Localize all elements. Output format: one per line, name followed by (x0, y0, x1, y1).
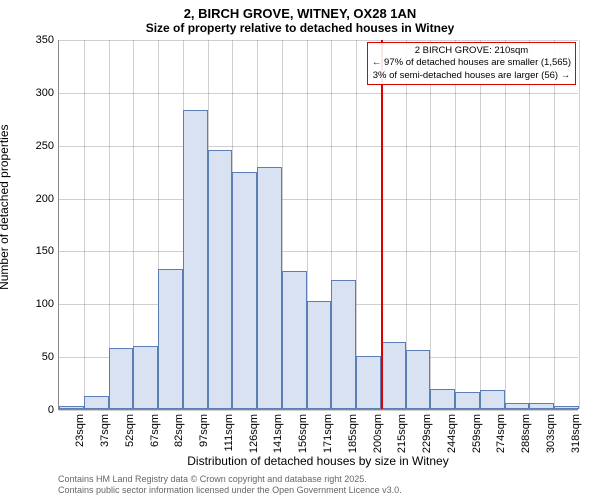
x-tick-label: 37sqm (99, 414, 111, 447)
histogram-bar (282, 271, 307, 409)
title-block: 2, BIRCH GROVE, WITNEY, OX28 1AN Size of… (0, 0, 600, 35)
grid-line-v (84, 40, 85, 409)
histogram-bar (158, 269, 183, 409)
x-tick-label: 244sqm (446, 414, 458, 453)
grid-line-h (59, 146, 578, 147)
y-tick-label: 50 (14, 351, 54, 363)
histogram-bar (554, 406, 579, 409)
histogram-bar (480, 390, 505, 409)
chart-title: 2, BIRCH GROVE, WITNEY, OX28 1AN (0, 6, 600, 21)
y-tick-label: 200 (14, 193, 54, 205)
footer: Contains HM Land Registry data © Crown c… (58, 474, 402, 496)
x-tick-label: 67sqm (149, 414, 161, 447)
x-tick-label: 274sqm (495, 414, 507, 453)
plot-area: 2 BIRCH GROVE: 210sqm ← 97% of detached … (58, 40, 578, 410)
grid-line-v (505, 40, 506, 409)
x-tick-label: 185sqm (347, 414, 359, 453)
chart-subtitle: Size of property relative to detached ho… (0, 21, 600, 35)
x-tick-label: 259sqm (471, 414, 483, 453)
grid-line-v (554, 40, 555, 409)
x-tick-label: 23sqm (74, 414, 86, 447)
grid-line-v (430, 40, 431, 409)
x-axis-label: Distribution of detached houses by size … (58, 454, 578, 468)
y-tick-label: 250 (14, 140, 54, 152)
histogram-bar (133, 346, 158, 409)
grid-line-h (59, 93, 578, 94)
x-tick-label: 200sqm (372, 414, 384, 453)
grid-line-v (579, 40, 580, 409)
histogram-bar (406, 350, 431, 409)
histogram-bar (505, 403, 530, 409)
histogram-bar (331, 280, 356, 409)
x-tick-label: 229sqm (421, 414, 433, 453)
histogram-bar (529, 403, 554, 409)
x-tick-label: 303sqm (545, 414, 557, 453)
histogram-bar (455, 392, 480, 409)
grid-line-v (455, 40, 456, 409)
annotation-line1: 2 BIRCH GROVE: 210sqm (372, 45, 571, 57)
grid-line-v (529, 40, 530, 409)
x-ticks: 23sqm 37sqm 52sqm 67sqm 82sqm 97sqm 111sqm 126s… (58, 410, 578, 460)
histogram-bar (84, 396, 109, 409)
annotation-line3: 3% of semi-detached houses are larger (5… (372, 70, 571, 82)
x-tick-label: 52sqm (124, 414, 136, 447)
grid-line-h (59, 40, 578, 41)
footer-line1: Contains HM Land Registry data © Crown c… (58, 474, 402, 485)
histogram-bar (183, 110, 208, 409)
grid-line-v (480, 40, 481, 409)
reference-line (381, 40, 383, 409)
histogram-bar (208, 150, 233, 409)
y-ticks: 050100150200250300350 (10, 40, 58, 410)
y-tick-label: 150 (14, 245, 54, 257)
annotation-box: 2 BIRCH GROVE: 210sqm ← 97% of detached … (367, 42, 576, 85)
x-tick-label: 97sqm (198, 414, 210, 447)
histogram-bar (232, 172, 257, 409)
y-tick-label: 0 (14, 404, 54, 416)
x-tick-label: 141sqm (272, 414, 284, 453)
y-tick-label: 100 (14, 298, 54, 310)
x-tick-label: 318sqm (570, 414, 582, 453)
histogram-bar (257, 167, 282, 409)
y-tick-label: 350 (14, 34, 54, 46)
x-tick-label: 82sqm (173, 414, 185, 447)
histogram-bar (381, 342, 406, 409)
y-tick-label: 300 (14, 87, 54, 99)
grid-line-v (356, 40, 357, 409)
histogram-bar (307, 301, 332, 409)
histogram-bar (356, 356, 381, 409)
annotation-line2: ← 97% of detached houses are smaller (1,… (372, 57, 571, 69)
x-tick-label: 288sqm (520, 414, 532, 453)
x-tick-label: 215sqm (396, 414, 408, 453)
chart-container: 2, BIRCH GROVE, WITNEY, OX28 1AN Size of… (0, 0, 600, 500)
x-tick-label: 126sqm (248, 414, 260, 453)
x-tick-label: 171sqm (322, 414, 334, 453)
x-tick-label: 111sqm (223, 414, 235, 452)
footer-line2: Contains public sector information licen… (58, 485, 402, 496)
histogram-bar (430, 389, 455, 409)
histogram-bar (59, 406, 84, 409)
grid-line-h (59, 251, 578, 252)
x-tick-label: 156sqm (297, 414, 309, 453)
histogram-bar (109, 348, 134, 409)
grid-line-h (59, 199, 578, 200)
